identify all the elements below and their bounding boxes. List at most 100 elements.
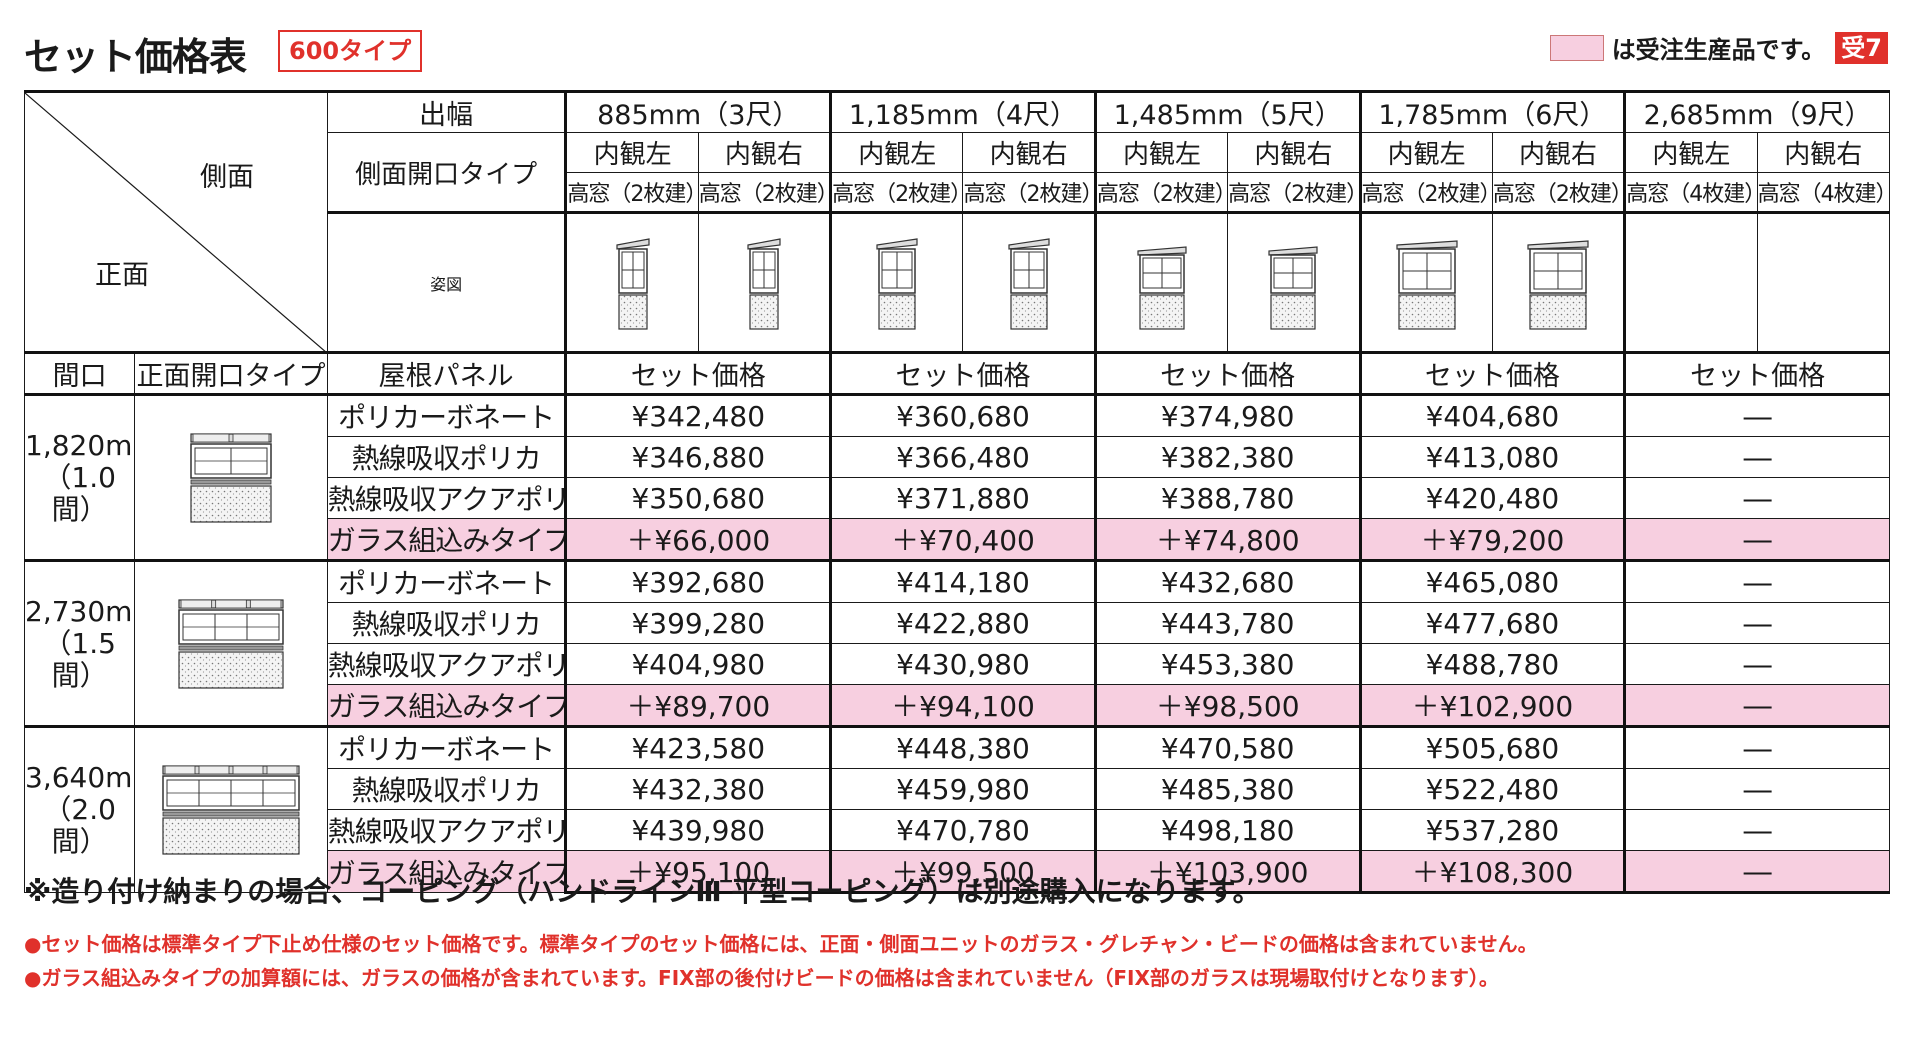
roof-type-cell: 熱線吸収アクアポリカ — [326, 477, 567, 519]
price-cell: ¥404,680 — [1358, 393, 1626, 437]
front-figure — [134, 393, 328, 561]
price-cell: ¥346,880 — [564, 436, 832, 478]
frontage-cell: 1,820mm（1.0間） — [23, 393, 136, 561]
front-open-label: 正面開口タイプ — [134, 351, 328, 395]
set-price-label: セット価格 — [564, 351, 832, 395]
price-cell: ＋¥103,900 — [1093, 850, 1361, 894]
price-cell: ¥350,680 — [564, 477, 832, 519]
price-cell: ¥399,280 — [564, 602, 832, 644]
side-left: 内観左 — [564, 132, 699, 173]
side-figure — [564, 211, 699, 353]
set-price-label: セット価格 — [829, 351, 1096, 395]
price-cell: ― — [1623, 684, 1890, 727]
price-cell: ＋¥79,200 — [1358, 518, 1626, 561]
side-figure — [697, 211, 832, 353]
price-cell: ¥470,780 — [829, 809, 1096, 851]
table-row: ガラス組込みタイプ加算額＋¥66,000＋¥70,400＋¥74,800＋¥79… — [25, 518, 1890, 561]
price-cell: ¥432,380 — [564, 768, 832, 810]
set-price-label: セット価格 — [1093, 351, 1361, 395]
price-cell: ― — [1623, 559, 1890, 603]
price-cell: ― — [1623, 436, 1890, 478]
side-figure — [1227, 211, 1361, 353]
frontage-label: 間口 — [23, 351, 136, 395]
price-cell: ＋¥98,500 — [1093, 684, 1361, 727]
price-cell: ¥459,980 — [829, 768, 1096, 810]
price-cell: ¥371,880 — [829, 477, 1096, 519]
side-left: 内観左 — [1093, 132, 1229, 173]
price-cell: ¥537,280 — [1358, 809, 1626, 851]
side-elevation-icon — [742, 235, 786, 331]
price-cell: ― — [1623, 850, 1890, 894]
table-row: 3,640mm（2.0間）ポリカーボネート¥423,580¥448,380¥47… — [23, 725, 1890, 893]
window-type: 高窓（2枚建） — [829, 172, 964, 213]
side-elevation-icon — [1003, 235, 1055, 331]
roof-type-cell: ポリカーボネート — [326, 393, 567, 437]
price-cell: ¥422,880 — [829, 602, 1096, 644]
price-cell: ¥453,380 — [1093, 643, 1361, 685]
depth-header-3: 1,785mm（6尺） — [1358, 90, 1626, 133]
set-price-label: セット価格 — [1358, 351, 1626, 395]
price-cell: ＋¥89,700 — [564, 684, 832, 727]
price-cell: ― — [1623, 393, 1890, 437]
roof-type-cell: 熱線吸収ポリカ — [326, 768, 567, 810]
corner-front-label: 正面 — [95, 260, 149, 291]
table-row: ガラス組込みタイプ加算額＋¥95,100＋¥99,500＋¥103,900＋¥1… — [25, 850, 1890, 894]
side-left: 内観左 — [1358, 132, 1493, 173]
window-type: 高窓（2枚建） — [962, 172, 1096, 213]
side-right: 内観右 — [962, 132, 1096, 173]
price-cell: ¥404,980 — [564, 643, 832, 685]
side-figure — [1491, 211, 1626, 353]
price-cell: ¥360,680 — [829, 393, 1096, 437]
price-cell: ＋¥94,100 — [829, 684, 1096, 727]
front-figure — [134, 559, 328, 727]
price-cell: ¥432,680 — [1093, 559, 1361, 603]
depth-label: 出幅 — [326, 90, 567, 133]
price-cell: ＋¥102,900 — [1358, 684, 1626, 727]
price-cell: ¥443,780 — [1093, 602, 1361, 644]
table-row: 2,730mm（1.5間）ポリカーボネート¥392,680¥414,180¥43… — [23, 559, 1890, 727]
price-cell: ¥413,080 — [1358, 436, 1626, 478]
frontage-ken: （1.0間） — [43, 460, 116, 526]
price-cell: ― — [1623, 602, 1890, 644]
side-elevation-icon — [1393, 235, 1461, 331]
price-cell: ― — [1623, 725, 1890, 769]
figure-label: 姿図 — [326, 211, 567, 353]
price-cell: ¥423,580 — [564, 725, 832, 769]
table-row: 熱線吸収アクアポリカ¥439,980¥470,780¥498,180¥537,2… — [25, 809, 1890, 851]
price-cell: ¥488,780 — [1358, 643, 1626, 685]
price-cell: ― — [1623, 643, 1890, 685]
side-right: 内観右 — [1491, 132, 1626, 173]
price-cell: ＋¥95,100 — [564, 850, 832, 894]
roof-type-cell: ポリカーボネート — [326, 559, 567, 603]
price-cell: ¥522,480 — [1358, 768, 1626, 810]
price-cell: ¥465,080 — [1358, 559, 1626, 603]
coping-note: ※造り付け納まりの場合、コーピング（ハンドラインⅢ 平型コーピング）は別途購入に… — [24, 875, 1261, 908]
price-note-2: ●ガラス組込みタイプの加算額には、ガラスの価格が含まれています。FIX部の後付け… — [24, 966, 1499, 990]
price-cell: ¥477,680 — [1358, 602, 1626, 644]
side-figure-empty — [1623, 211, 1758, 353]
order-badge: 受7 — [1835, 31, 1888, 64]
corner-diagonal — [25, 94, 327, 352]
front-elevation-icon — [190, 432, 272, 523]
price-cell: ＋¥70,400 — [829, 518, 1096, 561]
front-figure — [134, 725, 328, 893]
price-cell: ― — [1623, 477, 1890, 519]
legend: は受注生産品です。 受7 — [1549, 30, 1888, 65]
frontage-mm: 2,730mm — [25, 594, 134, 628]
window-type: 高窓（2枚建） — [1491, 172, 1626, 213]
corner-cell: 側面 正面 — [24, 90, 328, 353]
pink-swatch — [1549, 34, 1604, 61]
side-figure — [1093, 211, 1229, 353]
side-elevation-icon — [611, 235, 655, 331]
frontage-cell: 2,730mm（1.5間） — [23, 559, 136, 727]
roof-type-cell: 熱線吸収アクアポリカ — [326, 809, 567, 851]
price-cell: ― — [1623, 768, 1890, 810]
frontage-mm: 3,640mm — [25, 761, 134, 794]
depth-header-1: 1,185mm（4尺） — [829, 90, 1096, 133]
price-cell: ¥420,480 — [1358, 477, 1626, 519]
corner-side-label: 側面 — [200, 162, 254, 193]
page-title: セット価格表 — [24, 35, 247, 79]
side-elevation-icon — [1132, 235, 1192, 331]
roof-type-cell: ガラス組込みタイプ加算額 — [326, 850, 567, 893]
depth-header-0: 885mm（3尺） — [564, 90, 832, 133]
